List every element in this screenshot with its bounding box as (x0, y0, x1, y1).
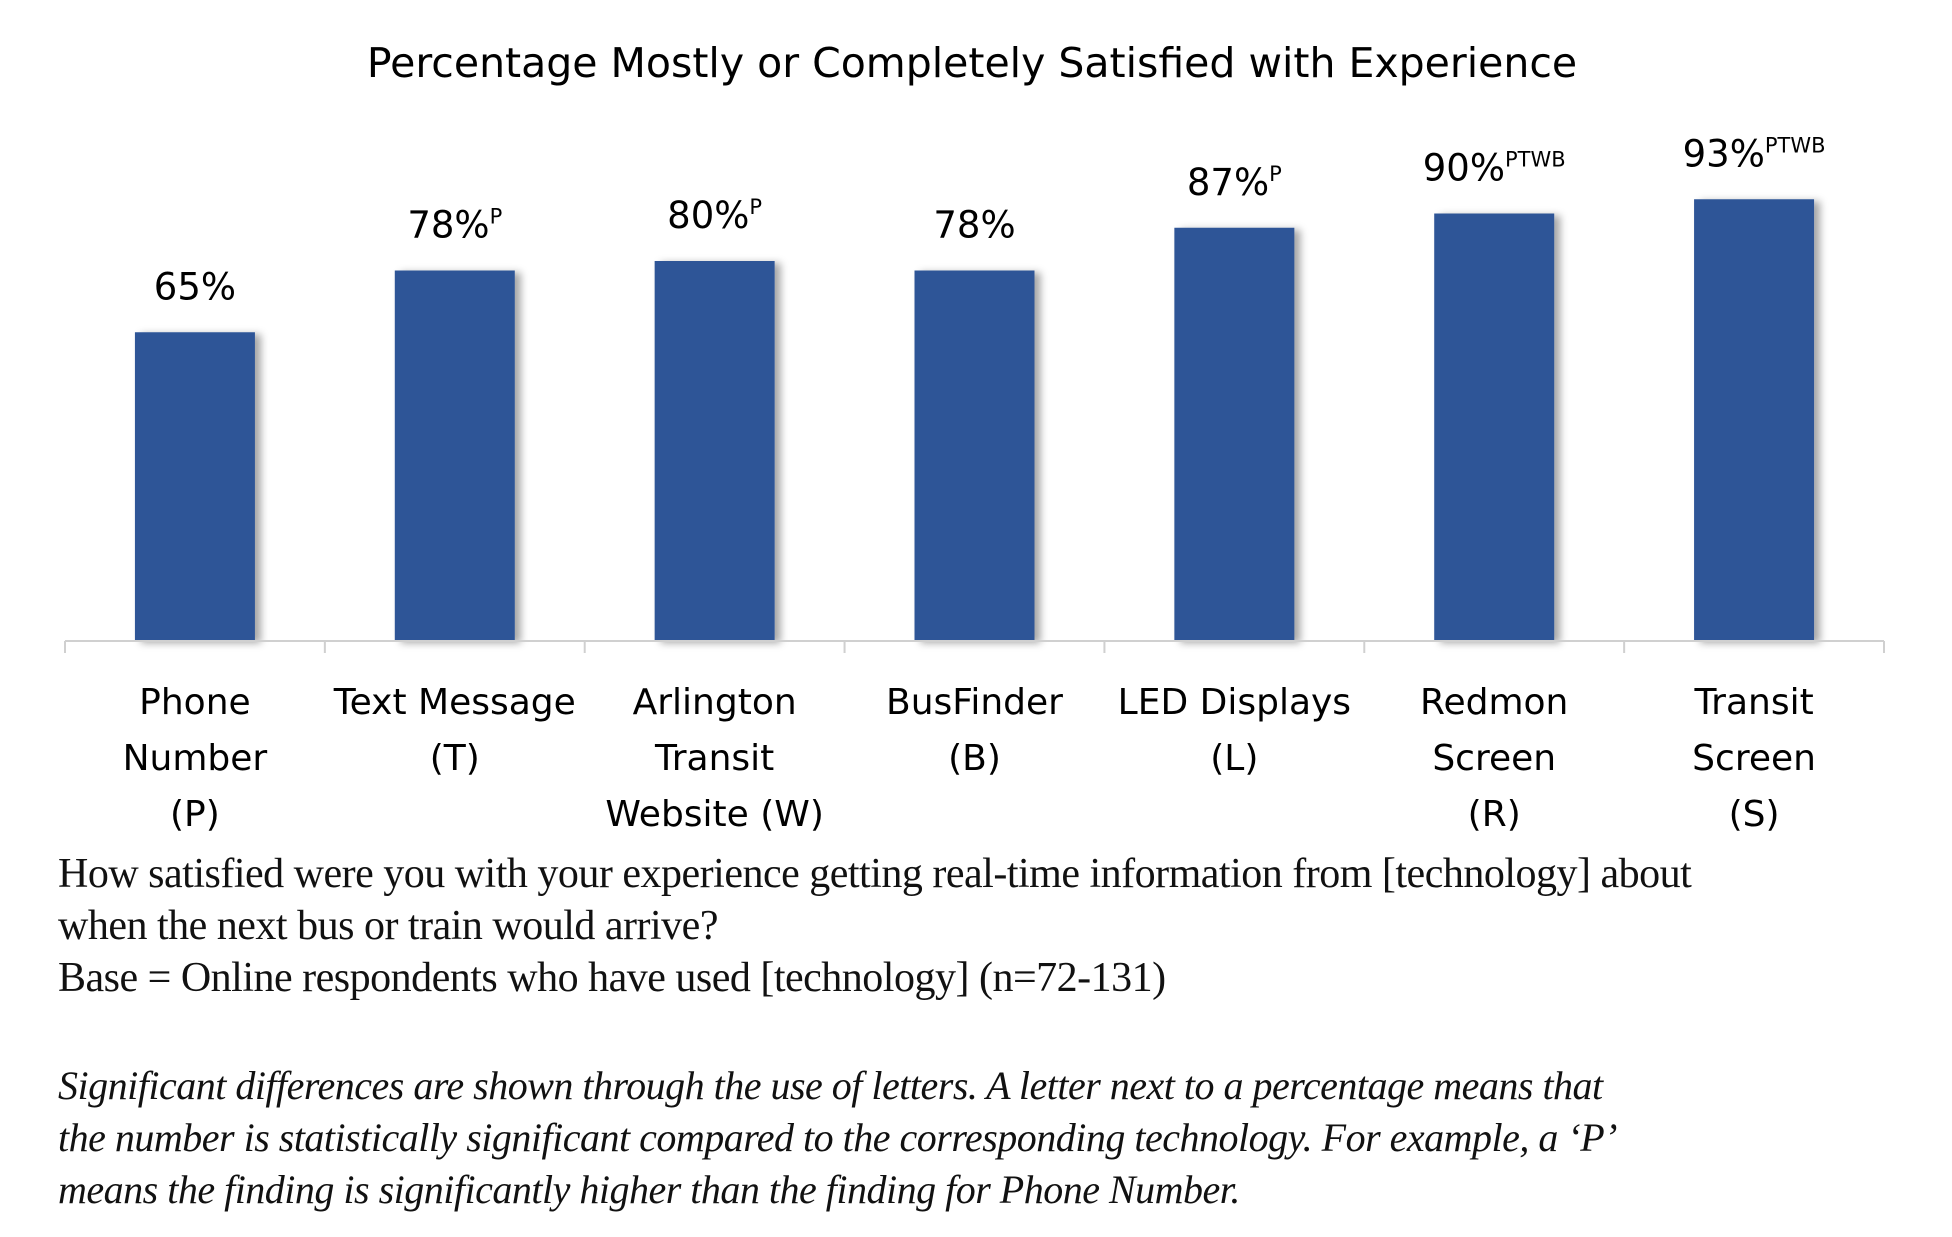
category-label: (R) (1468, 794, 1521, 835)
category-label: LED Displays (1118, 682, 1351, 723)
category-label: Number (123, 738, 268, 779)
data-label-value: 78% (407, 204, 489, 247)
category-label: (T) (430, 738, 480, 779)
category-label: Screen (1432, 738, 1556, 779)
data-label: 65% (154, 265, 236, 308)
bar (1694, 199, 1815, 641)
category-label: (B) (948, 738, 1001, 779)
data-label: 90%PTWB (1423, 147, 1566, 190)
question-line-2: when the next bus or train would arrive? (58, 903, 718, 949)
bar (1434, 213, 1555, 641)
category-label: Transit (1693, 682, 1813, 723)
data-label: 78% (933, 204, 1015, 247)
bar-chart: Percentage Mostly or Completely Satisfie… (64, 39, 1885, 835)
data-label: 78%P (407, 204, 502, 247)
data-label-value: 93% (1683, 132, 1765, 175)
significance-line-2: the number is statistically significant … (58, 1115, 1617, 1160)
base-note: Base = Online respondents who have used … (58, 955, 1166, 1001)
question-line-1: How satisfied were you with your experie… (58, 851, 1692, 897)
category-label: Screen (1692, 738, 1816, 779)
category-label: Text Message (333, 682, 576, 723)
data-label-value: 90% (1423, 147, 1505, 190)
category-label: Phone (139, 682, 251, 723)
data-label: 87%P (1187, 161, 1282, 204)
footnote-question: How satisfied were you with your experie… (58, 848, 1692, 1004)
significance-letters: PTWB (1505, 148, 1566, 172)
significance-line-3: means the finding is significantly highe… (58, 1167, 1240, 1212)
category-label: BusFinder (886, 682, 1063, 723)
bar (914, 270, 1035, 641)
data-label-value: 87% (1187, 161, 1269, 204)
significance-letters: P (749, 195, 762, 219)
category-label: Transit (654, 738, 774, 779)
category-label: (S) (1729, 794, 1780, 835)
category-label: Website (W) (605, 794, 824, 835)
category-label: (P) (170, 794, 220, 835)
category-label: (L) (1210, 738, 1258, 779)
chart-title: Percentage Mostly or Completely Satisfie… (367, 39, 1577, 87)
data-label-value: 80% (667, 194, 749, 237)
category-label: Redmon (1420, 682, 1568, 723)
bar (654, 261, 775, 641)
significance-letters: PTWB (1765, 133, 1826, 157)
significance-letters: P (1269, 162, 1282, 186)
data-label-value: 65% (154, 265, 236, 308)
data-label: 93%PTWB (1683, 132, 1826, 175)
significance-note: Significant differences are shown throug… (58, 1060, 1617, 1216)
data-label: 80%P (667, 194, 762, 237)
bar (1174, 227, 1295, 641)
category-label: Arlington (633, 682, 797, 723)
bar (394, 270, 515, 641)
significance-line-1: Significant differences are shown throug… (58, 1063, 1603, 1108)
bar (134, 332, 255, 641)
significance-letters: P (490, 205, 503, 229)
data-label-value: 78% (933, 204, 1015, 247)
